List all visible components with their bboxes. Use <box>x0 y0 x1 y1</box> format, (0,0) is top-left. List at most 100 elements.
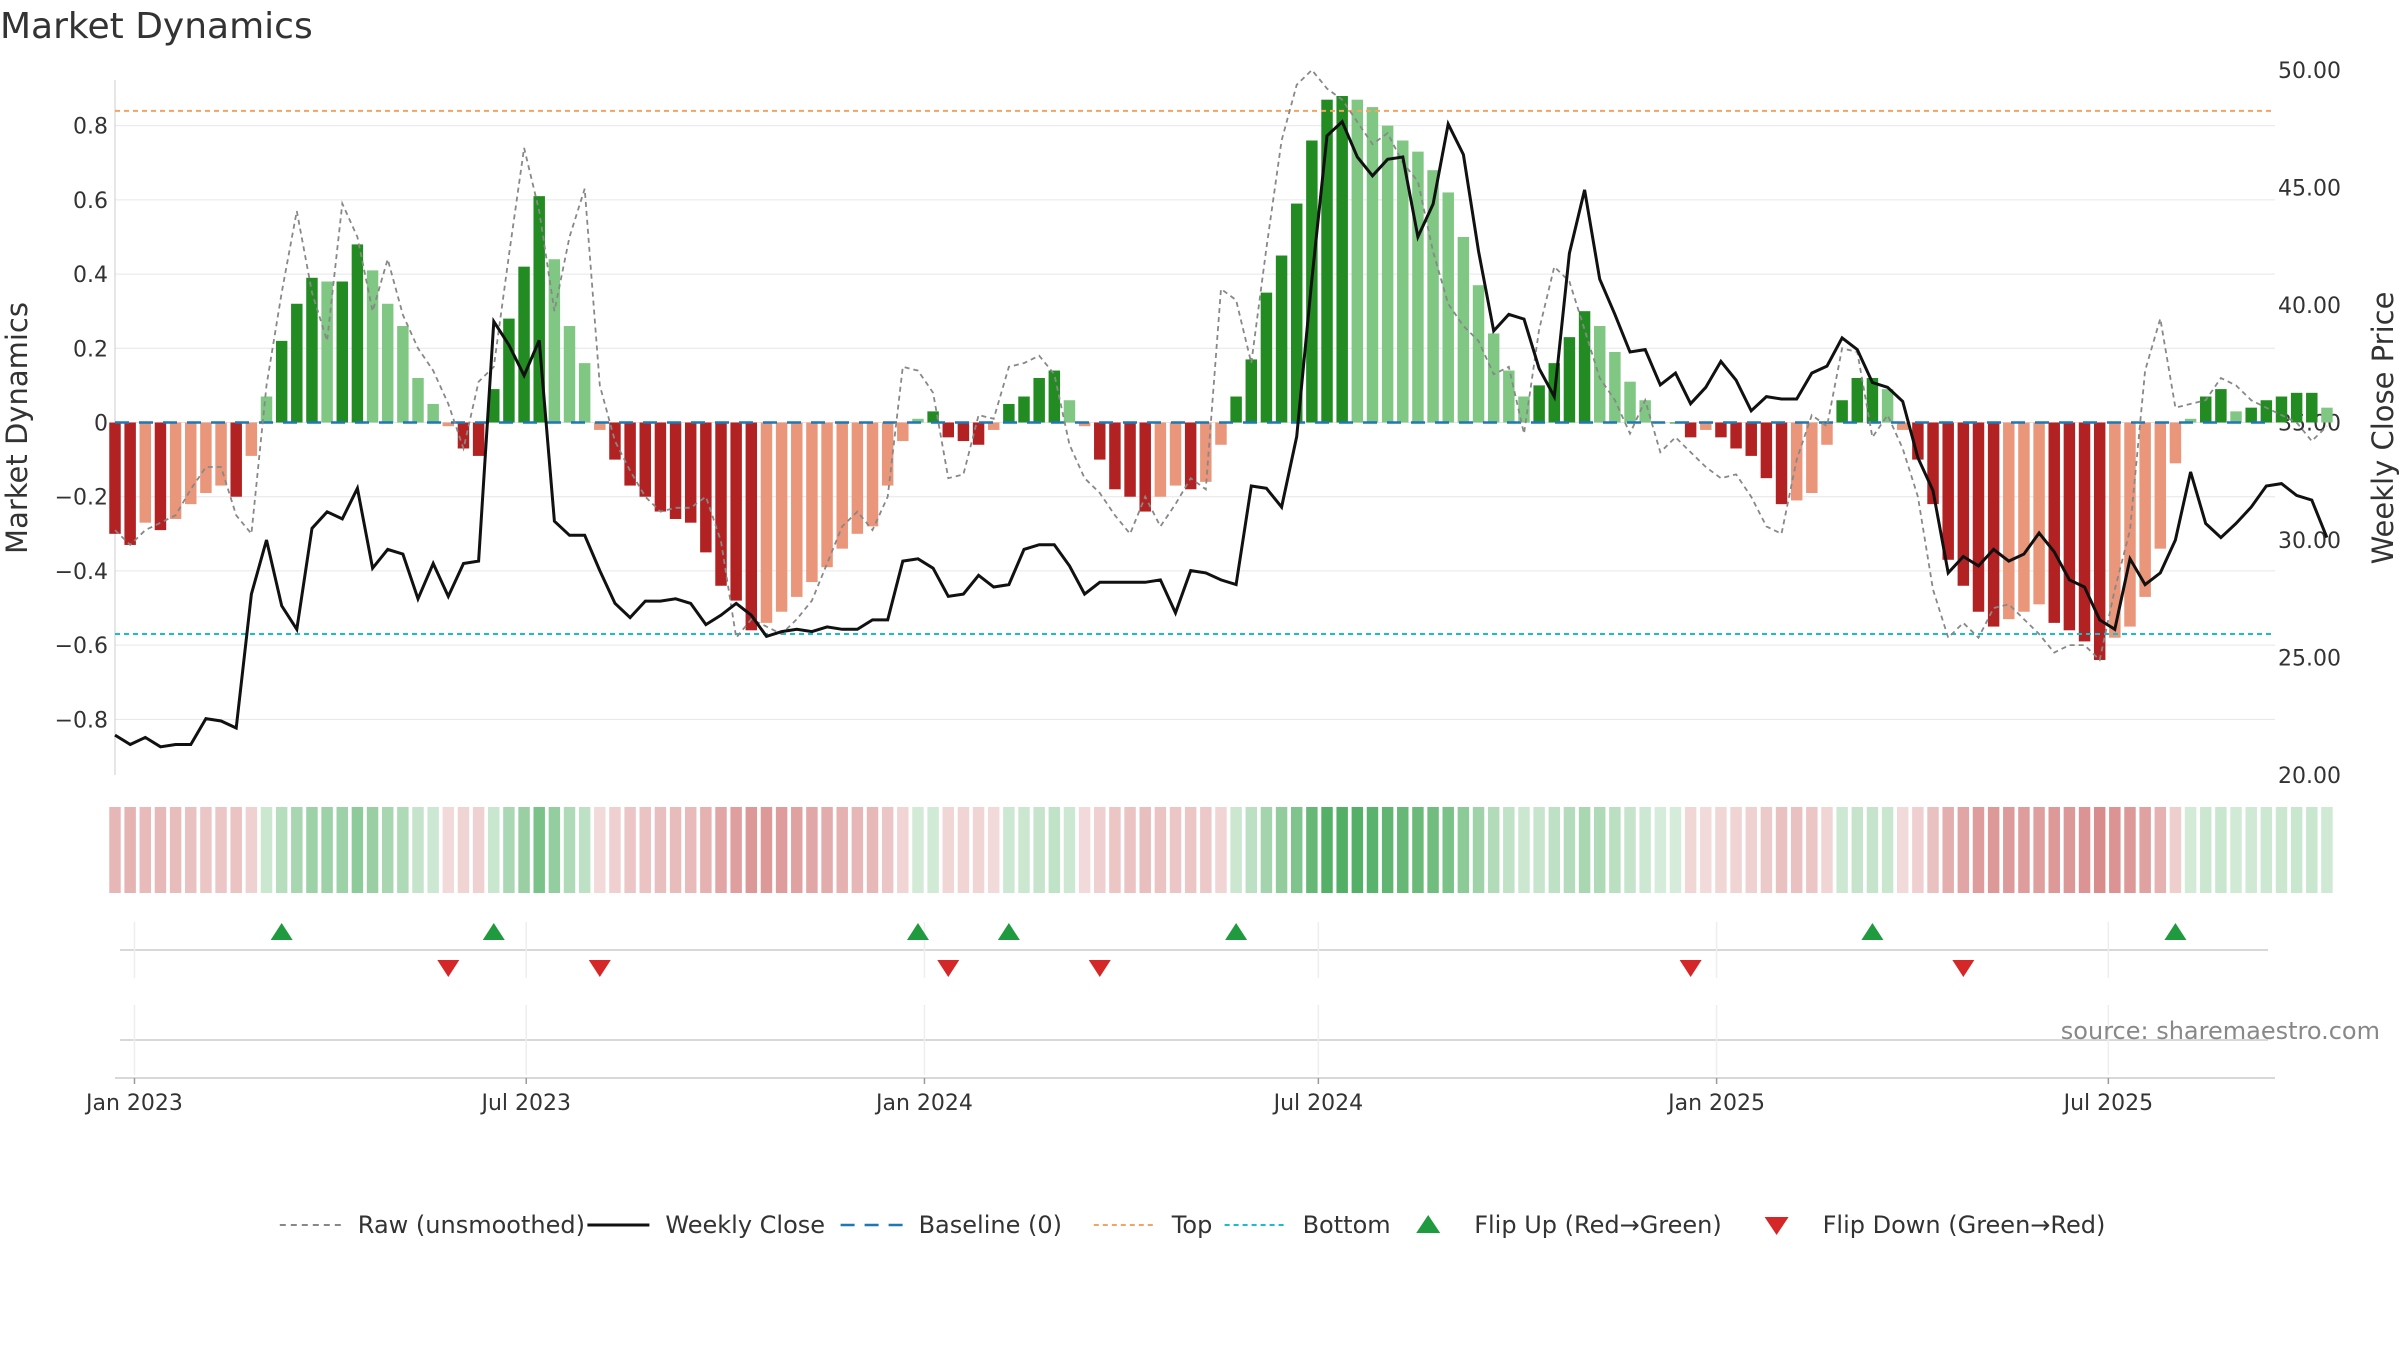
regime-cell <box>488 807 500 893</box>
regime-cell <box>2124 807 2136 893</box>
flip-down-marker <box>1679 960 1702 977</box>
dynamics-bar <box>260 396 273 423</box>
dynamics-bar <box>2003 422 2015 620</box>
dynamics-bar <box>291 303 303 423</box>
regime-cell <box>1897 807 1909 893</box>
dynamics-bar <box>366 270 379 423</box>
flip-down-marker <box>437 960 460 977</box>
legend-entry: Flip Down (Green→Red) <box>1764 1211 2106 1239</box>
bottom-panel <box>120 1005 2268 1075</box>
regime-cell <box>351 807 364 893</box>
dynamics-bar <box>1715 422 1727 438</box>
regime-cell <box>169 807 182 893</box>
legend-entry: Raw (unsmoothed) <box>279 1211 585 1239</box>
dynamics-bar <box>2154 422 2167 549</box>
regime-cell <box>1184 807 1197 893</box>
dynamics-bar <box>2200 396 2212 423</box>
dynamics-bar <box>1609 352 1621 423</box>
regime-cell <box>200 807 212 893</box>
left-tick-label: −0.2 <box>55 486 108 511</box>
dynamics-bar <box>2275 396 2288 423</box>
dynamics-bars <box>109 95 2333 660</box>
dynamics-bar <box>1821 422 1833 445</box>
flip-up-marker <box>1861 923 1884 940</box>
dynamics-bar <box>609 422 621 460</box>
regime-cell <box>185 807 197 893</box>
regime-cell <box>109 807 121 893</box>
dynamics-bar <box>1563 337 1576 423</box>
flip-down-marker <box>1952 960 1975 977</box>
regime-cell <box>1548 807 1561 893</box>
regime-cell <box>775 807 788 893</box>
x-tick-label: Jul 2024 <box>1272 1091 1364 1116</box>
dynamics-bar <box>427 403 439 423</box>
left-tick-label: −0.8 <box>55 708 108 733</box>
regime-cell <box>336 807 348 893</box>
legend-label: Bottom <box>1303 1211 1391 1239</box>
legend-label: Top <box>1171 1211 1213 1239</box>
dynamics-bar <box>715 422 727 586</box>
dynamics-bar <box>1245 359 1258 423</box>
dynamics-bar <box>760 422 773 623</box>
dynamics-bar <box>1321 99 1333 423</box>
dynamics-bar <box>442 422 455 427</box>
legend-label: Weekly Close <box>665 1211 825 1239</box>
dynamics-bar <box>1200 422 1212 482</box>
dynamics-bar <box>851 422 864 534</box>
raw-line <box>114 68 2328 662</box>
regime-cell <box>684 807 697 893</box>
regime-cell <box>1866 807 1879 893</box>
dynamics-bar <box>1957 422 1970 586</box>
dynamics-bar <box>185 422 197 505</box>
chart-title: Market Dynamics <box>0 6 313 47</box>
dynamics-bar <box>1003 403 1015 423</box>
regime-cell <box>639 807 651 893</box>
regime-cell <box>1684 807 1697 893</box>
price-lines <box>114 68 2329 749</box>
regime-cell <box>1503 807 1515 893</box>
regime-cell <box>1048 807 1061 893</box>
dynamics-bar <box>2063 422 2076 631</box>
regime-cell <box>563 807 576 893</box>
dynamics-bar <box>351 244 364 423</box>
dynamics-bar <box>1503 370 1515 423</box>
regime-cell <box>2018 807 2030 893</box>
left-axis-title: Market Dynamics <box>0 302 34 554</box>
legend-flip-down-icon <box>1764 1217 1789 1235</box>
dynamics-bar <box>518 266 530 423</box>
regime-cell <box>2109 807 2121 893</box>
dynamics-bar <box>472 422 485 456</box>
legend-label: Flip Down (Green→Red) <box>1823 1211 2106 1239</box>
dynamics-bar <box>2260 400 2273 423</box>
dynamics-bar <box>1169 422 1182 486</box>
dynamics-bar <box>457 422 470 449</box>
regime-cell <box>2184 807 2197 893</box>
regime-cell <box>1018 807 1030 893</box>
dynamics-bar <box>397 326 409 423</box>
dynamics-bar <box>109 422 121 534</box>
legend-label: Raw (unsmoothed) <box>358 1211 585 1239</box>
dynamics-bar <box>200 422 212 493</box>
regime-cell <box>1351 807 1364 893</box>
dynamics-bar <box>2139 422 2151 597</box>
dynamics-bar <box>2078 422 2091 642</box>
dynamics-bar <box>1927 422 1939 505</box>
regime-cell <box>154 807 167 893</box>
regime-cell <box>715 807 727 893</box>
dynamics-bar <box>2321 407 2333 423</box>
regime-cell <box>503 807 515 893</box>
dynamics-bar <box>1472 285 1485 423</box>
regime-cell <box>215 807 227 893</box>
left-y-axis: −0.8 −0.6 −0.4 −0.2 0 0.2 0.4 0.6 0.8 <box>55 80 116 775</box>
dynamics-bar <box>1033 377 1045 423</box>
flip-down-marker <box>588 960 611 977</box>
regime-cell <box>1094 807 1106 893</box>
right-tick-label: 20.00 <box>2278 764 2341 789</box>
regime-cell <box>745 807 758 893</box>
reference-lines <box>115 109 2275 635</box>
regime-cell <box>548 807 561 893</box>
dynamics-bar <box>230 422 242 497</box>
regime-cell <box>791 807 803 893</box>
regime-cell <box>2139 807 2151 893</box>
regime-cell <box>2321 807 2333 893</box>
